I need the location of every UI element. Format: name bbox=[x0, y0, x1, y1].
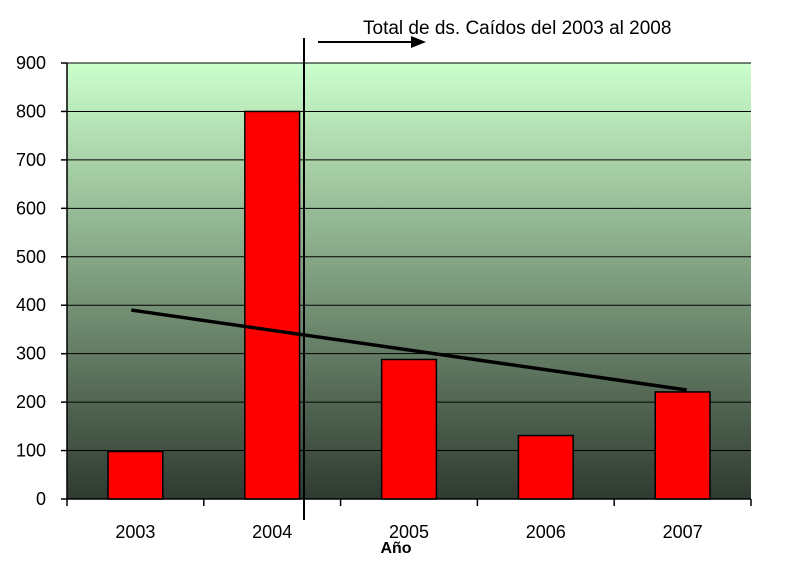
bar-2006 bbox=[517, 434, 574, 500]
bar-2004 bbox=[244, 110, 301, 500]
y-tick-label-700: 700 bbox=[16, 150, 46, 170]
y-tick-label-100: 100 bbox=[16, 441, 46, 461]
y-tick-label-600: 600 bbox=[16, 198, 46, 218]
annotation-text: Total de ds. Caídos del 2003 al 2008 bbox=[363, 18, 671, 39]
y-tick-label-800: 800 bbox=[16, 101, 46, 121]
trendline bbox=[131, 308, 687, 392]
x-tick-label-2007: 2007 bbox=[663, 522, 703, 542]
x-tick-label-2004: 2004 bbox=[252, 522, 292, 542]
y-tick-label-0: 0 bbox=[36, 489, 46, 509]
y-tick-label-900: 900 bbox=[16, 53, 46, 73]
y-tick-labels: 0 100 200 300 400 500 600 700 800 900 bbox=[16, 53, 46, 509]
x-tick-label-2006: 2006 bbox=[526, 522, 566, 542]
annotation-arrow bbox=[318, 36, 426, 48]
bar-2003 bbox=[107, 450, 164, 500]
bars bbox=[107, 110, 711, 500]
x-tick-label-2005: 2005 bbox=[389, 522, 429, 542]
x-axis-label: Año bbox=[380, 540, 411, 557]
y-tick-label-200: 200 bbox=[16, 392, 46, 412]
y-tick-label-500: 500 bbox=[16, 247, 46, 267]
y-tick-label-400: 400 bbox=[16, 295, 46, 315]
bar-2005 bbox=[380, 358, 438, 500]
y-tick-label-300: 300 bbox=[16, 344, 46, 364]
bar-2007 bbox=[654, 391, 711, 500]
x-tick-labels: 2003 2004 2005 2006 2007 bbox=[115, 522, 702, 542]
axes bbox=[61, 62, 752, 506]
x-tick-label-2003: 2003 bbox=[115, 522, 155, 542]
